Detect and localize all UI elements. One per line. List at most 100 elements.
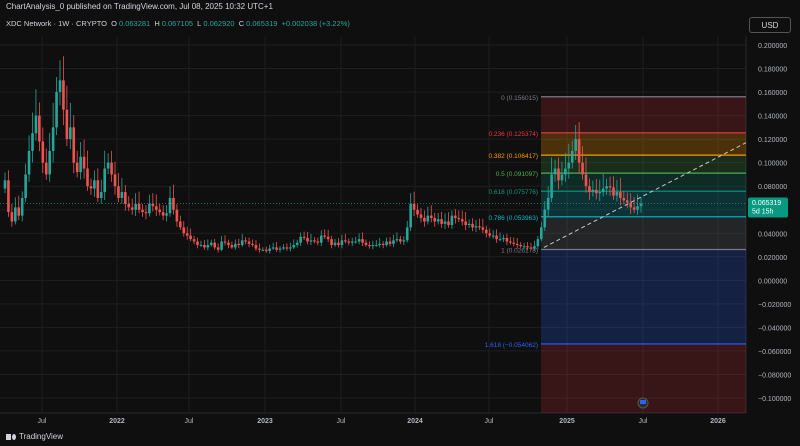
candle-body xyxy=(540,227,543,240)
trend-line xyxy=(543,142,747,248)
candle-body xyxy=(512,242,516,244)
candle-body xyxy=(148,203,151,214)
candle-body xyxy=(612,187,615,196)
candle-body xyxy=(199,245,203,247)
candle-body xyxy=(182,227,186,234)
currency-button[interactable]: USD xyxy=(749,17,791,33)
event-flag-icon xyxy=(640,400,646,404)
candle-body xyxy=(292,245,296,248)
candle-body xyxy=(385,241,388,246)
candle-body xyxy=(82,156,86,169)
time-tick-label: Jul xyxy=(485,418,494,425)
time-tick-label: Jul xyxy=(185,418,194,425)
candle-body xyxy=(433,217,437,222)
tradingview-logo-icon xyxy=(6,433,16,441)
fib-zone xyxy=(541,191,746,217)
candle-body xyxy=(595,189,598,194)
candle-body xyxy=(213,242,217,248)
candle-body xyxy=(622,197,626,201)
candle-body xyxy=(141,209,144,213)
candle-body xyxy=(168,197,172,214)
candle-body xyxy=(299,236,302,243)
candle-body xyxy=(302,236,306,238)
candle-body xyxy=(237,243,241,246)
candle-body xyxy=(361,239,364,243)
candle-body xyxy=(313,240,316,242)
time-tick-label: 2023 xyxy=(257,418,273,425)
candle-body xyxy=(488,233,492,236)
candle-body xyxy=(381,243,385,246)
candle-body xyxy=(230,245,234,248)
candle-body xyxy=(93,180,96,189)
candle-body xyxy=(268,248,272,251)
candle-body xyxy=(340,240,344,246)
candle-body xyxy=(605,186,608,189)
candle-body xyxy=(536,239,540,247)
candle-body xyxy=(581,162,584,175)
candle-body xyxy=(388,241,392,244)
candle-body xyxy=(295,242,299,246)
fib-level-label: 0.382 (0.106417) xyxy=(488,153,538,160)
candle-body xyxy=(636,206,639,210)
candle-body xyxy=(560,174,564,181)
candle-body xyxy=(271,247,275,249)
candle-body xyxy=(330,239,333,246)
candle-body xyxy=(354,241,357,243)
candle-body xyxy=(192,239,196,242)
candle-body xyxy=(254,245,258,249)
candle-body xyxy=(96,180,100,198)
candle-body xyxy=(189,235,192,240)
candle-body xyxy=(258,248,261,250)
candle-body xyxy=(209,242,213,246)
candle-body xyxy=(137,203,141,210)
candle-body xyxy=(481,227,485,230)
candle-body xyxy=(31,133,34,151)
candle-body xyxy=(515,243,519,246)
candle-body xyxy=(471,223,474,228)
close-value: 0.065319 xyxy=(246,19,278,28)
candle-body xyxy=(62,80,65,110)
fib-zone xyxy=(541,249,746,344)
price-tick-label: 0.100000 xyxy=(758,161,787,168)
candle-body xyxy=(344,240,347,242)
candle-body xyxy=(460,219,464,222)
current-price-value: 0.065319 xyxy=(752,200,781,207)
fib-level-label: 0.786 (0.053963) xyxy=(488,215,538,222)
candle-body xyxy=(357,239,361,242)
time-tick-label: 2025 xyxy=(559,418,575,425)
low-value: 0.062920 xyxy=(203,19,235,28)
candle-body xyxy=(639,203,643,207)
price-tick-label: 0.000000 xyxy=(758,278,787,285)
candle-body xyxy=(323,235,327,237)
time-tick-label: 2026 xyxy=(710,418,726,425)
candle-body xyxy=(608,186,612,188)
candle-body xyxy=(399,239,402,242)
current-price-badge xyxy=(748,197,788,218)
symbol-name[interactable]: XDC Network · 1W · CRYPTO xyxy=(6,19,107,28)
price-tick-label: −0.060000 xyxy=(758,349,791,356)
price-tick-label: 0.180000 xyxy=(758,67,787,74)
candle-body xyxy=(440,219,443,224)
candle-body xyxy=(368,245,371,247)
candle-body xyxy=(86,168,89,187)
candle-body xyxy=(117,186,120,198)
candle-body xyxy=(615,192,619,196)
candle-body xyxy=(567,162,571,169)
candle-body xyxy=(38,115,41,142)
candle-body xyxy=(529,247,533,249)
open-label: O xyxy=(111,19,117,28)
candle-body xyxy=(478,226,481,228)
price-tick-label: 0.080000 xyxy=(758,184,787,191)
candle-body xyxy=(347,241,351,243)
candle-body xyxy=(498,239,502,241)
candle-body xyxy=(282,247,285,249)
candle-body xyxy=(309,240,313,242)
candle-body xyxy=(509,241,512,243)
candle-body xyxy=(124,192,127,204)
candle-body xyxy=(570,150,574,163)
candle-body xyxy=(275,247,278,250)
fib-level-label: 0.5 (0.091097) xyxy=(496,171,538,178)
candle-body xyxy=(419,214,423,218)
candle-body xyxy=(244,240,247,242)
